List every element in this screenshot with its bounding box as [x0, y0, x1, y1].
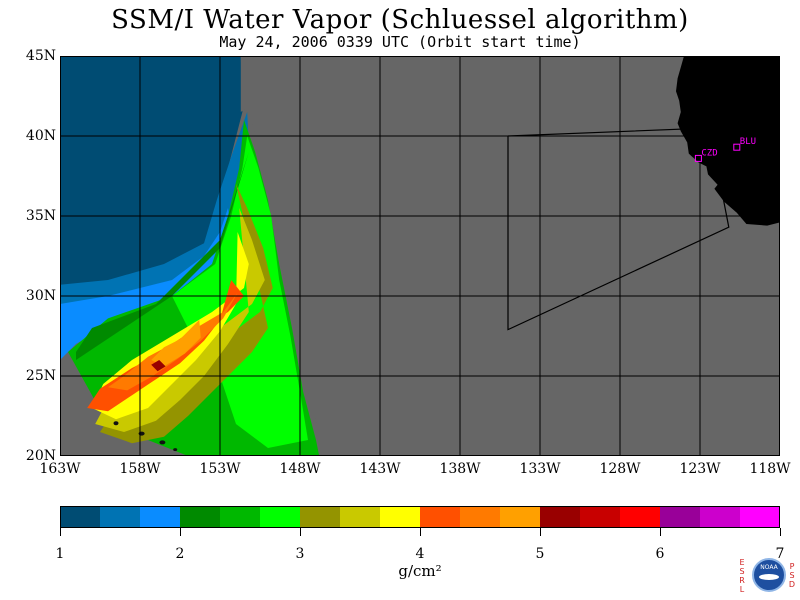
- logo-letter: P: [789, 562, 795, 571]
- colorbar-swatch: [700, 506, 741, 528]
- lon-tick-label: 118W: [749, 461, 791, 477]
- logo-letter: L: [739, 585, 745, 594]
- lon-tick-label: 148W: [279, 461, 321, 477]
- colorbar-tick-mark: [60, 528, 61, 536]
- lon-tick-label: 128W: [599, 461, 641, 477]
- colorbar-tick-label: 3: [295, 546, 305, 562]
- colorbar-swatch: [500, 506, 541, 528]
- chart-title: SSM/I Water Vapor (Schluessel algorithm): [111, 5, 689, 35]
- lon-tick-label: 143W: [359, 461, 401, 477]
- colorbar-swatch: [620, 506, 661, 528]
- station-marker-czd: [694, 154, 702, 162]
- colorbar-swatch: [220, 506, 261, 528]
- lon-tick-label: 163W: [39, 461, 81, 477]
- colorbar-tick-label: 2: [175, 546, 185, 562]
- lon-tick-label: 138W: [439, 461, 481, 477]
- no-data-edge: [60, 360, 108, 456]
- vapor-band-5.0: [151, 320, 201, 367]
- water-vapor-swath: [60, 56, 780, 456]
- vapor-band-2.0: [76, 152, 249, 360]
- lat-lon-grid: [60, 56, 780, 456]
- lat-tick-label: 30N: [25, 288, 56, 304]
- colorbar-swatch: [580, 506, 621, 528]
- lat-tick-label: 25N: [25, 368, 56, 384]
- logo-letter: R: [739, 576, 745, 585]
- hawaii-island-2: [173, 448, 178, 452]
- colorbar-swatch: [60, 506, 101, 528]
- logo-letter: D: [788, 580, 796, 589]
- noaa-emblem: NOAA: [752, 558, 786, 592]
- colorbar-tick-mark: [540, 528, 541, 536]
- colorbar-swatch: [340, 506, 381, 528]
- station-label-blu: BLU: [740, 137, 756, 147]
- colorbar-frame: [60, 506, 780, 528]
- map-frame: [60, 56, 780, 456]
- colorbar-swatch: [300, 506, 341, 528]
- colorbar-swatch: [740, 506, 781, 528]
- colorbar-swatch: [180, 506, 221, 528]
- analysis-domain-outline: [507, 127, 730, 331]
- colorbar: [60, 506, 781, 528]
- logo-letter: S: [739, 567, 745, 576]
- colorbar-swatch: [460, 506, 501, 528]
- colorbar-tick-mark: [300, 528, 301, 536]
- california-coast-land: [676, 56, 780, 226]
- colorbar-tick-label: 5: [535, 546, 545, 562]
- colorbar-tick-mark: [780, 528, 781, 536]
- no-data-east: [240, 56, 780, 456]
- station-marker-blu: [733, 143, 741, 151]
- colorbar-units: g/cm²: [398, 562, 442, 580]
- land-mass: [676, 56, 780, 226]
- lon-tick-label: 123W: [679, 461, 721, 477]
- lon-tick-label: 153W: [199, 461, 241, 477]
- lon-tick-label: 158W: [119, 461, 161, 477]
- hawaii-island-1: [159, 440, 166, 445]
- vapor-band-5.25: [151, 360, 166, 372]
- station-label-czd: CZD: [701, 148, 717, 158]
- domain-outline: [507, 127, 730, 331]
- colorbar-swatch: [380, 506, 421, 528]
- colorbar-tick-mark: [180, 528, 181, 536]
- lat-tick-label: 45N: [25, 48, 56, 64]
- water-vapor-map: BLU CZD: [60, 56, 780, 456]
- colorbar-tick-mark: [420, 528, 421, 536]
- colorbar-swatch: [100, 506, 141, 528]
- colorbar-swatch: [420, 506, 461, 528]
- colorbar-tick-label: 7: [775, 546, 785, 562]
- colorbar-swatch: [260, 506, 301, 528]
- lat-tick-label: 20N: [25, 448, 56, 464]
- colorbar-swatch: [140, 506, 181, 528]
- colorbar-tick-label: 6: [655, 546, 665, 562]
- chart-subtitle: May 24, 2006 0339 UTC (Orbit start time): [219, 33, 581, 51]
- hawaii-island-3: [113, 421, 119, 426]
- logo-letter: S: [789, 571, 795, 580]
- lat-tick-label: 40N: [25, 128, 56, 144]
- station-markers: BLU CZD: [694, 137, 756, 162]
- lat-tick-label: 35N: [25, 208, 56, 224]
- logo-letter: E: [739, 558, 745, 567]
- colorbar-tick-mark: [660, 528, 661, 536]
- colorbar-swatch: [660, 506, 701, 528]
- colorbar-tick-label: 4: [415, 546, 425, 562]
- colorbar-tick-label: 1: [55, 546, 65, 562]
- colorbar-swatch: [540, 506, 581, 528]
- map-plot-area: BLU CZD: [60, 56, 780, 456]
- lon-tick-label: 133W: [519, 461, 561, 477]
